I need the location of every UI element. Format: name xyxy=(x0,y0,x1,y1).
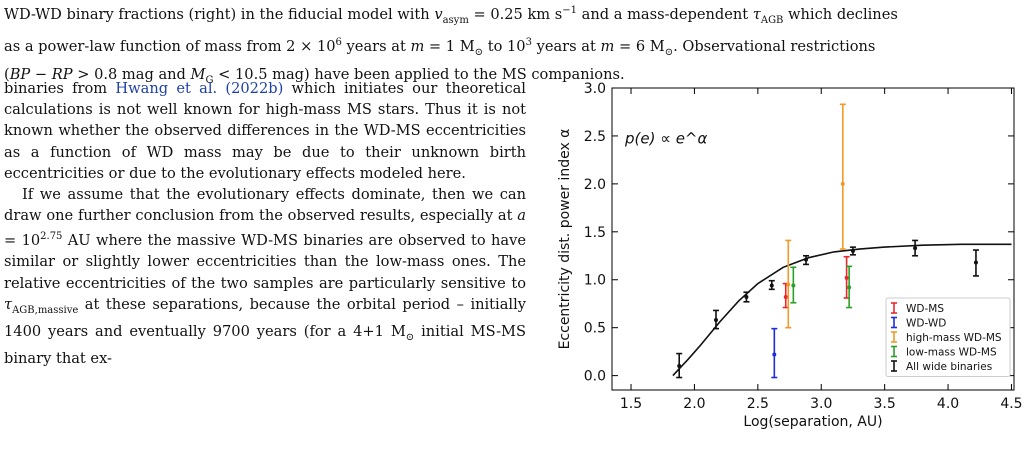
eccentricity-figure: 1.5 2.0 2.5 3.0 3.5 4.0 4.5 0.0 0.5 1.0 1.5 2.0 2.5 3… xyxy=(540,78,1035,459)
model-fit-curve xyxy=(672,243,1012,377)
data-point xyxy=(783,295,788,300)
y-tick-label: 2.0 xyxy=(584,177,606,193)
y-tick-label: 0.5 xyxy=(584,321,606,337)
legend-label: low-mass WD-MS xyxy=(906,347,997,359)
data-point xyxy=(840,181,845,186)
paragraph-2: If we assume that the evolutionary effec… xyxy=(4,186,526,368)
x-axis-label: Log(separation, AU) xyxy=(743,414,882,430)
caption-line-2: as a power-law function of mass from 2 ×… xyxy=(4,36,876,58)
data-point xyxy=(913,246,918,251)
x-tick-label: 3.5 xyxy=(874,396,896,412)
data-point xyxy=(772,352,777,357)
data-point xyxy=(713,318,718,323)
x-tick-label: 2.0 xyxy=(683,396,705,412)
data-point xyxy=(847,285,852,290)
legend-label: WD-MS xyxy=(906,303,944,315)
data-point xyxy=(786,282,791,287)
y-axis-label: Eccentricity dist. power index α xyxy=(557,129,573,350)
figure-caption: WD-WD binary fractions (right) in the fi… xyxy=(4,0,1029,91)
y-tick-label: 0.0 xyxy=(584,369,606,385)
y-tick-label: 3.0 xyxy=(584,81,606,97)
paragraph-1: binaries from Hwang et al. (2022b) which… xyxy=(4,80,526,182)
x-tick-label: 4.5 xyxy=(1000,396,1022,412)
citation-link[interactable]: Hwang et al. (2022b) xyxy=(115,80,284,97)
data-point xyxy=(844,275,849,280)
legend-label: high-mass WD-MS xyxy=(906,332,1002,344)
x-tick-label: 4.0 xyxy=(937,396,959,412)
caption-line-3: (BP − RP > 0.8 mag and MG < 10.5 mag) ha… xyxy=(4,65,625,86)
x-tick-label: 1.5 xyxy=(620,396,642,412)
plot-frame xyxy=(611,87,1015,391)
y-tick-label: 1.5 xyxy=(584,225,606,241)
data-point xyxy=(973,260,978,265)
body-text-column: binaries from Hwang et al. (2022b) which… xyxy=(4,78,526,369)
data-point xyxy=(677,364,682,369)
power-law-annotation: p(e) ∝ e^α xyxy=(624,130,708,148)
data-point xyxy=(769,283,774,288)
data-point xyxy=(791,283,796,288)
legend-box xyxy=(885,297,1011,377)
caption-line-1: WD-WD binary fractions (right) in the fi… xyxy=(4,5,898,26)
eccentricity-chart: 1.5 2.0 2.5 3.0 3.5 4.0 4.5 0.0 0.5 1.0 1.5 2.0 2.5 3… xyxy=(557,81,1023,430)
x-tick-label: 3.0 xyxy=(810,396,832,412)
data-point xyxy=(804,257,809,262)
y-tick-label: 2.5 xyxy=(584,129,606,145)
x-tick-label: 2.5 xyxy=(747,396,769,412)
data-point xyxy=(744,295,749,300)
legend-label: All wide binaries xyxy=(906,361,992,373)
y-tick-label: 1.0 xyxy=(584,273,606,289)
legend-label: WD-WD xyxy=(906,318,946,330)
data-point xyxy=(850,248,855,253)
